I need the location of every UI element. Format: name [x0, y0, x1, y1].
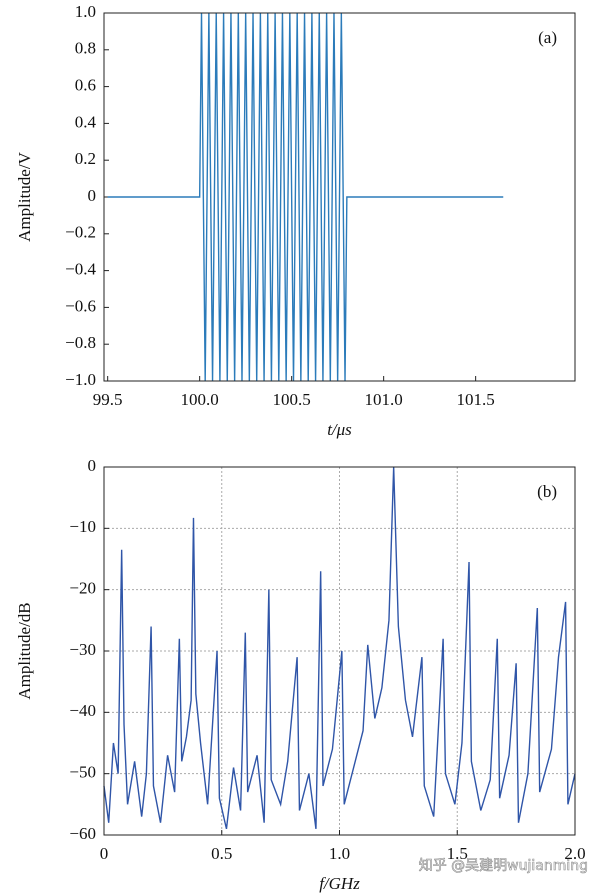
y-tick-label: −40 — [69, 701, 96, 720]
x-axis-label: t/μs — [327, 420, 352, 439]
y-tick-label: −60 — [69, 824, 96, 843]
x-tick-label: 0.5 — [211, 844, 232, 863]
y-tick-label: 1.0 — [75, 2, 96, 21]
y-axis-label: Amplitude/V — [15, 151, 34, 241]
data-line — [107, 12, 504, 382]
y-tick-label: −20 — [69, 579, 96, 598]
y-tick-label: 0.2 — [75, 149, 96, 168]
data-line — [103, 466, 576, 830]
y-tick-label: 0.8 — [75, 39, 96, 58]
x-tick-label: 100.0 — [181, 390, 219, 409]
x-tick-label: 1.0 — [329, 844, 350, 863]
y-tick-label: −30 — [69, 640, 96, 659]
y-tick-label: −50 — [69, 763, 96, 782]
y-tick-label: −0.4 — [65, 260, 96, 279]
x-tick-label: 100.5 — [273, 390, 311, 409]
x-tick-label: 101.0 — [365, 390, 403, 409]
y-tick-label: −1.0 — [65, 370, 96, 389]
watermark: 知乎 @吴建明wujianming — [419, 857, 588, 874]
x-tick-label: 2.0 — [564, 844, 585, 863]
y-tick-label: 0.6 — [75, 76, 96, 95]
y-tick-label: −0.2 — [65, 223, 96, 242]
y-tick-label: 0 — [88, 456, 97, 475]
x-axis-label: f/GHz — [319, 874, 360, 893]
y-tick-label: −10 — [69, 517, 96, 536]
y-tick-label: 0 — [88, 186, 97, 205]
y-axis-label: Amplitude/dB — [15, 602, 34, 699]
panel-label: (b) — [537, 482, 557, 501]
x-tick-label: 0 — [100, 844, 109, 863]
y-tick-label: 0.4 — [75, 112, 97, 131]
y-tick-label: −0.8 — [65, 333, 96, 352]
x-tick-label: 101.5 — [457, 390, 495, 409]
x-tick-label: 1.5 — [447, 844, 468, 863]
plot-frame — [103, 466, 576, 836]
y-tick-label: −0.6 — [65, 296, 96, 315]
panel-label: (a) — [538, 28, 557, 47]
plot-frame — [103, 12, 576, 382]
x-tick-label: 99.5 — [93, 390, 123, 409]
